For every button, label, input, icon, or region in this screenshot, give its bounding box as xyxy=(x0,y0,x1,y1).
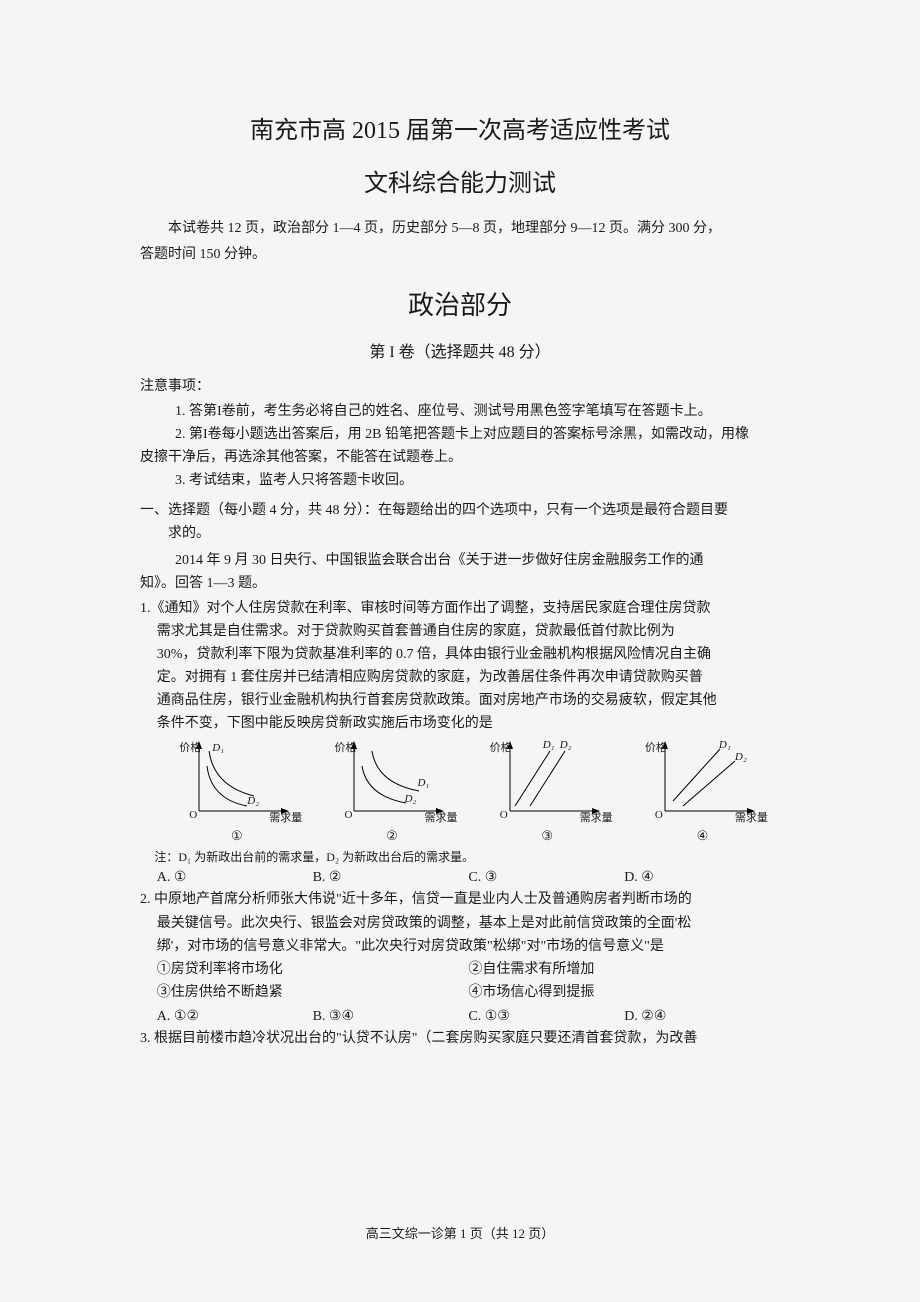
q1-choice-b: B. ② xyxy=(313,869,469,886)
main-title: 南充市高 2015 届第一次高考适应性考试 xyxy=(140,110,780,145)
chart-4-d1: D₁ xyxy=(719,739,731,751)
chart-1-xlabel: 需求量 xyxy=(269,809,302,825)
q2-line1: 2. 中原地产首席分析师张大伟说"近十多年，信贷一直是业内人士及普通购房者判断市… xyxy=(140,888,780,911)
q2-choice-c: C. ①③ xyxy=(468,1008,624,1025)
chart-4-ylabel: 价格 xyxy=(645,739,667,755)
chart-2-num: ② xyxy=(386,828,398,844)
question-section-header-cont: 求的。 xyxy=(140,522,780,545)
q1-choice-d: D. ④ xyxy=(624,869,780,886)
chart-2-ylabel: 价格 xyxy=(334,739,356,755)
q2-choice-a: A. ①② xyxy=(157,1008,313,1025)
q2-opt1: ①房贷利率将市场化 xyxy=(157,958,469,981)
chart-4-xlabel: 需求量 xyxy=(735,809,768,825)
question-section-header: 一、选择题（每小题 4 分，共 48 分）：在每题给出的四个选项中，只有一个选项… xyxy=(140,499,780,522)
q2-choice-d: D. ②④ xyxy=(624,1008,780,1025)
notice-1: 1. 答第I卷前，考生务必将自己的姓名、座位号、测试号用黑色签字笔填写在答题卡上… xyxy=(140,400,780,423)
chart-1-ylabel: 价格 xyxy=(179,739,201,755)
q1-line2: 需求尤其是自住需求。对于贷款购买首套普通自住房的家庭，贷款最低首付款比例为 xyxy=(140,620,780,643)
notice-header: 注意事项： xyxy=(140,376,780,398)
chart-1: 价格 O 需求量 D₁ D₂ ① xyxy=(179,741,294,844)
chart-caption: 注：D₁ 为新政出台前的需求量，D₂ 为新政出台后的需求量。 xyxy=(140,848,780,865)
chart-3-xlabel: 需求量 xyxy=(580,809,613,825)
charts-row: 价格 O 需求量 D₁ D₂ ① 价格 O 需求量 D₁ D₂ ② xyxy=(159,741,780,844)
chart-3-num: ③ xyxy=(541,828,553,844)
chart-1-d2: D₂ xyxy=(247,795,259,807)
intro-text-2: 答题时间 150 分钟。 xyxy=(140,244,780,266)
chart-2-d1: D₁ xyxy=(417,777,429,789)
chart-4: 价格 O 需求量 D₁ D₂ ④ xyxy=(645,741,760,844)
notice-2: 2. 第I卷每小题选出答案后，用 2B 铅笔把答题卡上对应题目的答案标号涂黑，如… xyxy=(140,423,780,446)
chart-2-d2: D₂ xyxy=(404,793,416,805)
q2-opt3: ③住房供给不断趋紧 xyxy=(157,981,469,1004)
chart-4-origin: O xyxy=(655,809,663,821)
q2-opt2: ②自住需求有所增加 xyxy=(468,958,780,981)
chart-2-xlabel: 需求量 xyxy=(424,809,457,825)
part-title: 第 I 卷（选择题共 48 分） xyxy=(140,338,780,362)
q3-line1: 3. 根据目前楼市趋冷状况出台的"认贷不认房"（二套房购买家庭只要还清首套贷款，… xyxy=(140,1027,780,1050)
q1-choice-c: C. ③ xyxy=(468,869,624,886)
section-title: 政治部分 xyxy=(140,285,780,322)
q2-opt4: ④市场信心得到提振 xyxy=(468,981,780,1004)
q1-line5: 通商品住房，银行业金融机构执行首套房贷款政策。面对房地产市场的交易疲软，假定其他 xyxy=(140,689,780,712)
q2-line3: 绑'，对市场的信号意义非常大。"此次央行对房贷政策"松绑"对"市场的信号意义"是 xyxy=(140,935,780,958)
chart-4-num: ④ xyxy=(697,828,709,844)
context-1-cont: 知》。回答 1—3 题。 xyxy=(140,572,780,595)
q1-line3: 30%，贷款利率下限为贷款基准利率的 0.7 倍，具体由银行业金融机构根据风险情… xyxy=(140,643,780,666)
q1-choices: A. ① B. ② C. ③ D. ④ xyxy=(140,869,780,886)
chart-4-d2: D₂ xyxy=(735,751,747,763)
q1-line1: 1.《通知》对个人住房贷款在利率、审核时间等方面作出了调整，支持居民家庭合理住房… xyxy=(140,597,780,620)
sub-title: 文科综合能力测试 xyxy=(140,163,780,198)
chart-2: 价格 O 需求量 D₁ D₂ ② xyxy=(334,741,449,844)
q2-opts-row2: ③住房供给不断趋紧 ④市场信心得到提振 xyxy=(140,981,780,1004)
chart-3-origin: O xyxy=(500,809,508,821)
context-1: 2014 年 9 月 30 日央行、中国银监会联合出台《关于进一步做好住房金融服… xyxy=(140,549,780,572)
q2-line2: 最关键信号。此次央行、银监会对房贷政策的调整，基本上是对此前信贷政策的全面'松 xyxy=(140,912,780,935)
notice-3: 3. 考试结束，监考人只将答题卡收回。 xyxy=(140,469,780,492)
intro-text-1: 本试卷共 12 页，政治部分 1—4 页，历史部分 5—8 页，地理部分 9—1… xyxy=(140,218,780,240)
chart-2-origin: O xyxy=(344,809,352,821)
chart-3-d2: D₂ xyxy=(560,739,572,751)
q1-line6: 条件不变，下图中能反映房贷新政实施后市场变化的是 xyxy=(140,712,780,735)
chart-3-ylabel: 价格 xyxy=(490,739,512,755)
chart-3: 价格 O 需求量 D₁ D₂ ③ xyxy=(490,741,605,844)
chart-1-num: ① xyxy=(231,828,243,844)
chart-3-d1: D₁ xyxy=(543,739,555,751)
q1-line4: 定。对拥有 1 套住房并已结清相应购房贷款的家庭，为改善居住条件再次申请贷款购买… xyxy=(140,666,780,689)
chart-1-origin: O xyxy=(189,809,197,821)
q2-choices: A. ①② B. ③④ C. ①③ D. ②④ xyxy=(140,1008,780,1025)
q2-choice-b: B. ③④ xyxy=(313,1008,469,1025)
page-footer: 高三文综一诊第 1 页（共 12 页） xyxy=(0,1223,920,1242)
notice-2-cont: 皮擦干净后，再选涂其他答案，不能答在试题卷上。 xyxy=(140,446,780,469)
q2-opts-row1: ①房贷利率将市场化 ②自住需求有所增加 xyxy=(140,958,780,981)
chart-1-d1: D₁ xyxy=(212,742,224,754)
q1-choice-a: A. ① xyxy=(157,869,313,886)
